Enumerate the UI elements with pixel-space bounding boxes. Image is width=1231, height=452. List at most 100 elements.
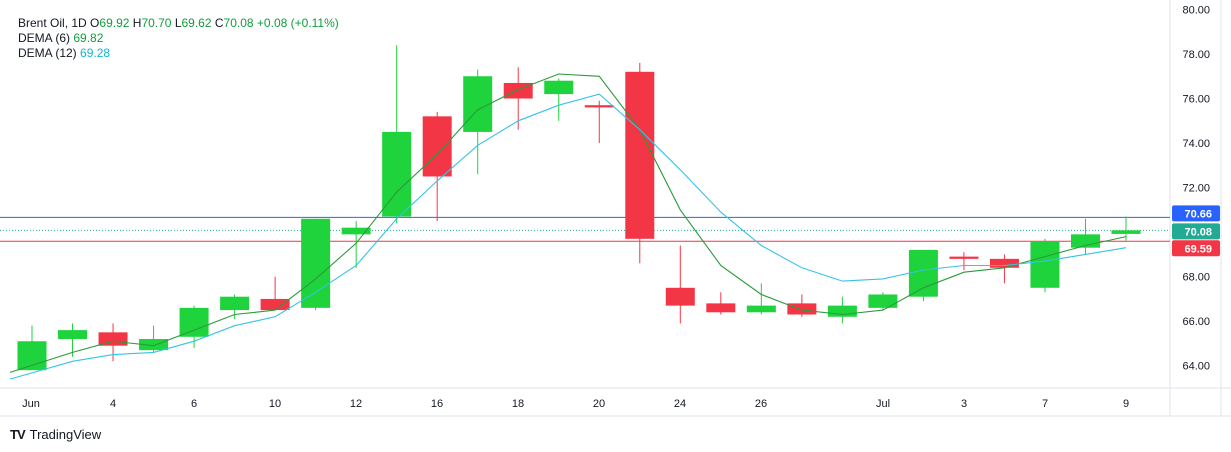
candle-body — [827, 305, 857, 317]
candle[interactable] — [989, 254, 1019, 284]
candle[interactable] — [1030, 238, 1060, 293]
time-tick-label: 7 — [1042, 398, 1048, 410]
candle-body — [179, 307, 209, 337]
time-tick-label: 4 — [110, 398, 116, 410]
price-label-bg — [1172, 205, 1220, 222]
candle[interactable] — [1111, 216, 1141, 241]
price-tick-label: 72.00 — [1182, 183, 1210, 195]
candle-body — [1030, 241, 1060, 288]
candle[interactable] — [463, 69, 493, 175]
candle[interactable] — [58, 323, 88, 357]
candle[interactable] — [625, 62, 655, 264]
time-tick-label: 26 — [755, 398, 767, 410]
price-label-bg — [1172, 240, 1220, 257]
candle-body — [341, 227, 371, 235]
candle[interactable] — [341, 220, 371, 268]
price-label-text: 69.59 — [1184, 243, 1212, 255]
candle[interactable] — [746, 283, 776, 315]
interval-label[interactable]: 1D — [71, 16, 87, 30]
candle-body — [625, 71, 655, 239]
indicator-row-dema12[interactable]: DEMA (12) 69.28 — [18, 46, 339, 61]
candle[interactable] — [139, 325, 169, 353]
candle[interactable] — [17, 325, 47, 371]
tradingview-brand[interactable]: TV TradingView — [10, 427, 101, 442]
candle[interactable] — [260, 276, 290, 311]
indicator-row-dema6[interactable]: DEMA (6) 69.82 — [18, 31, 339, 46]
change-value: +0.08 (+0.11%) — [256, 16, 339, 30]
candle-body — [544, 80, 574, 95]
time-tick-label: 6 — [191, 398, 197, 410]
candle[interactable] — [301, 218, 331, 311]
time-tick-label: 16 — [431, 398, 443, 410]
candle[interactable] — [949, 252, 979, 270]
candle[interactable] — [422, 111, 452, 221]
candle[interactable] — [544, 78, 574, 121]
price-tick-label: 78.00 — [1182, 49, 1210, 61]
dema12-line — [9, 93, 1127, 380]
candle[interactable] — [179, 305, 209, 348]
price-lines — [0, 216, 1170, 242]
price-axis-label: 69.59 — [1172, 240, 1220, 257]
price-label-text: 70.66 — [1184, 208, 1212, 220]
time-tick-label: 10 — [269, 398, 281, 410]
candle[interactable] — [868, 292, 898, 311]
low-value: 69.62 — [181, 16, 212, 30]
price-tick-label: 64.00 — [1182, 361, 1210, 373]
close-label: C — [214, 16, 224, 30]
time-tick-label: Jun — [22, 398, 40, 410]
candle[interactable] — [787, 294, 817, 317]
candle-body — [1111, 230, 1141, 234]
candle-body — [220, 296, 250, 311]
candle-body — [260, 298, 290, 311]
candle[interactable] — [382, 45, 412, 224]
candle-body — [139, 339, 169, 351]
time-tick-label: 3 — [961, 398, 967, 410]
time-tick-label: Jul — [876, 398, 890, 410]
price-axis[interactable]: 80.0078.0076.0074.0072.0070.0068.0066.00… — [1172, 4, 1220, 373]
candle-body — [949, 256, 979, 259]
candle-body — [301, 218, 331, 308]
high-label: H — [132, 16, 142, 30]
price-tick-label: 66.00 — [1182, 316, 1210, 328]
candle-body — [706, 303, 736, 313]
low-label: L — [174, 16, 182, 30]
candle-body — [422, 116, 452, 177]
candle-body — [787, 303, 817, 315]
time-tick-label: 20 — [593, 398, 605, 410]
candle-body — [746, 305, 776, 313]
time-tick-label: 9 — [1123, 398, 1129, 410]
candle[interactable] — [827, 296, 857, 324]
time-tick-label: 24 — [674, 398, 686, 410]
candle[interactable] — [908, 249, 938, 302]
high-value: 70.70 — [141, 16, 172, 30]
indicator-name: DEMA (12) — [18, 46, 77, 60]
indicator-name: DEMA (6) — [18, 31, 71, 45]
tradingview-logo-icon: TV — [10, 427, 26, 442]
open-label: O — [90, 16, 100, 30]
price-tick-label: 76.00 — [1182, 94, 1210, 106]
price-tick-label: 68.00 — [1182, 272, 1210, 284]
ohlc-row: Brent Oil, 1D O69.92 H70.70 L69.62 C70.0… — [18, 16, 339, 30]
indicator-lines — [9, 73, 1127, 380]
symbol-name[interactable]: Brent Oil — [18, 16, 65, 30]
candle[interactable] — [584, 100, 614, 144]
candle[interactable] — [706, 292, 736, 315]
dema6-line — [9, 73, 1127, 373]
price-axis-label: 70.08 — [1172, 223, 1220, 240]
time-tick-label: 18 — [512, 398, 524, 410]
candle[interactable] — [665, 245, 695, 324]
candle-body — [665, 287, 695, 306]
close-value: 70.08 — [223, 16, 254, 30]
price-label-bg — [1172, 223, 1220, 240]
candle[interactable] — [1070, 218, 1100, 255]
open-value: 69.92 — [99, 16, 130, 30]
brand-name: TradingView — [29, 427, 102, 442]
candle[interactable] — [220, 294, 250, 319]
candle-body — [382, 131, 412, 217]
chart-grid — [0, 0, 1231, 417]
price-tick-label: 74.00 — [1182, 138, 1210, 150]
indicator-value: 69.82 — [73, 31, 104, 45]
candle-body — [584, 105, 614, 108]
time-axis[interactable]: Jun 4 6 10 12 16 18 20 24 26 Jul 3 7 9 — [22, 398, 1129, 410]
